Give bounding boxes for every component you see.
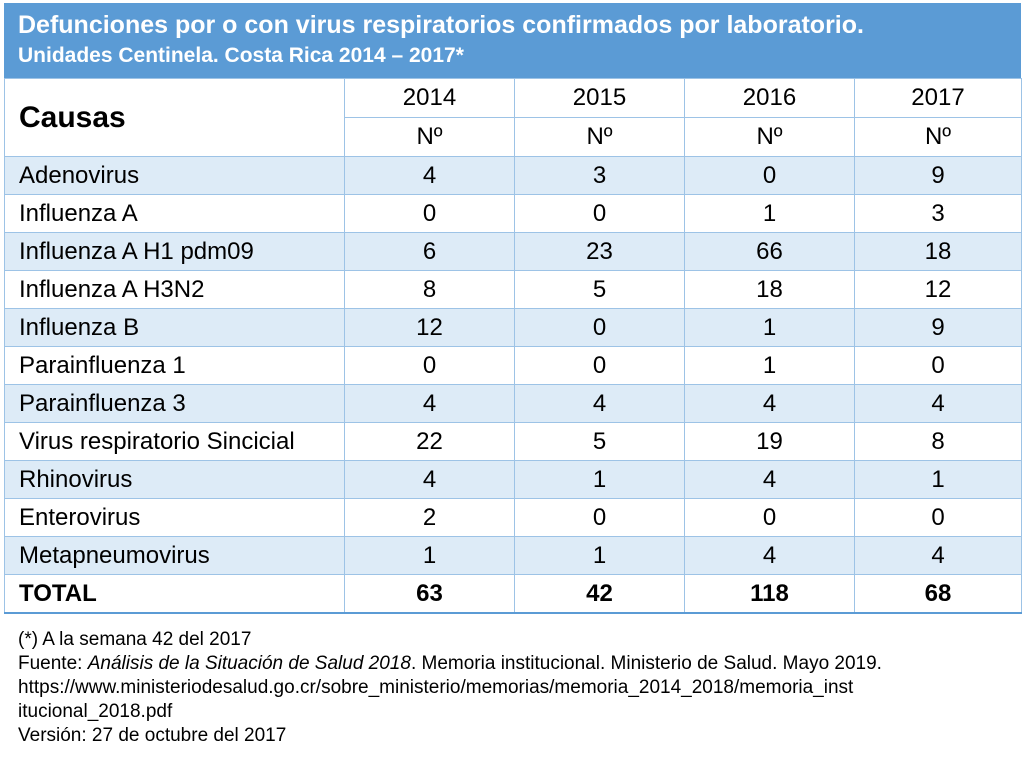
source-title: Análisis de la Situación de Salud 2018: [87, 653, 411, 674]
total-value: 42: [514, 574, 685, 614]
value-cell: 22: [344, 422, 515, 461]
total-row: TOTAL 63 42 118 68: [4, 574, 1022, 614]
value-cell: 3: [854, 194, 1022, 233]
total-value: 63: [344, 574, 515, 614]
cause-cell: Rhinovirus: [4, 460, 345, 499]
value-cell: 66: [684, 232, 855, 271]
table-row: Virus respiratorio Sincicial 22 5 19 8: [4, 422, 1022, 461]
title-line-1: Defunciones por o con virus respiratorio…: [18, 11, 864, 39]
year-header: 2014: [344, 78, 515, 118]
value-cell: 1: [854, 460, 1022, 499]
table-row: Rhinovirus 4 1 4 1: [4, 460, 1022, 499]
cause-cell: Metapneumovirus: [4, 536, 345, 575]
cause-cell: Influenza A: [4, 194, 345, 233]
cause-cell: Adenovirus: [4, 156, 345, 195]
value-cell: 1: [514, 536, 685, 575]
value-cell: 0: [854, 346, 1022, 385]
value-cell: 5: [514, 422, 685, 461]
value-cell: 0: [344, 194, 515, 233]
value-cell: 1: [684, 308, 855, 347]
value-cell: 0: [514, 194, 685, 233]
cause-cell: Virus respiratorio Sincicial: [4, 422, 345, 461]
value-cell: 8: [344, 270, 515, 309]
value-cell: 0: [514, 308, 685, 347]
table-row: Influenza A H1 pdm09 6 23 66 18: [4, 232, 1022, 271]
value-cell: 4: [684, 536, 855, 575]
value-cell: 4: [684, 384, 855, 423]
header-row-years: Causas 2014 2015 2016 2017: [4, 78, 1022, 157]
value-cell: 0: [514, 346, 685, 385]
value-cell: 0: [854, 498, 1022, 537]
value-cell: 4: [854, 536, 1022, 575]
value-cell: 2: [344, 498, 515, 537]
footnote: (*) A la semana 42 del 2017: [18, 629, 252, 650]
value-cell: 3: [514, 156, 685, 195]
value-cell: 12: [854, 270, 1022, 309]
table-row: Enterovirus 2 0 0 0: [4, 498, 1022, 537]
source-prefix: Fuente:: [18, 653, 88, 674]
title-line-2: Unidades Centinela. Costa Rica 2014 – 20…: [18, 44, 464, 67]
value-cell: 4: [854, 384, 1022, 423]
value-cell: 18: [854, 232, 1022, 271]
year-header: 2017: [854, 78, 1022, 118]
value-cell: 1: [514, 460, 685, 499]
cause-cell: Parainfluenza 3: [4, 384, 345, 423]
value-cell: 18: [684, 270, 855, 309]
value-cell: 4: [344, 460, 515, 499]
year-header: 2015: [514, 78, 685, 118]
total-value: 68: [854, 574, 1022, 614]
cause-cell: Enterovirus: [4, 498, 345, 537]
value-cell: 12: [344, 308, 515, 347]
table-row: Adenovirus 4 3 0 9: [4, 156, 1022, 195]
value-cell: 4: [344, 384, 515, 423]
value-cell: 8: [854, 422, 1022, 461]
value-cell: 1: [344, 536, 515, 575]
year-header: 2016: [684, 78, 855, 118]
total-label: TOTAL: [4, 574, 345, 614]
value-cell: 0: [514, 498, 685, 537]
value-cell: 1: [684, 346, 855, 385]
value-cell: 0: [684, 156, 855, 195]
unit-header: Nº: [344, 117, 515, 157]
source-url-line-2: itucional_2018.pdf: [18, 701, 173, 722]
cause-cell: Influenza B: [4, 308, 345, 347]
table-row: Metapneumovirus 1 1 4 4: [4, 536, 1022, 575]
unit-header: Nº: [684, 117, 855, 157]
deaths-table: Causas 2014 2015 2016 2017 Nº Nº Nº Nº A…: [4, 78, 1022, 614]
cause-cell: Influenza A H1 pdm09: [4, 232, 345, 271]
value-cell: 4: [344, 156, 515, 195]
total-value: 118: [684, 574, 855, 614]
cause-cell: Parainfluenza 1: [4, 346, 345, 385]
value-cell: 5: [514, 270, 685, 309]
value-cell: 9: [854, 308, 1022, 347]
title-bar: Defunciones por o con virus respiratorio…: [4, 3, 1021, 78]
source-line: Fuente: Análisis de la Situación de Salu…: [18, 652, 1018, 676]
value-cell: 0: [344, 346, 515, 385]
table-row: Influenza B 12 0 1 9: [4, 308, 1022, 347]
causas-header: Causas: [4, 78, 345, 157]
notes: (*) A la semana 42 del 2017 Fuente: Anál…: [18, 628, 1018, 748]
unit-header: Nº: [854, 117, 1022, 157]
cause-cell: Influenza A H3N2: [4, 270, 345, 309]
value-cell: 4: [514, 384, 685, 423]
value-cell: 23: [514, 232, 685, 271]
table-row: Influenza A H3N2 8 5 18 12: [4, 270, 1022, 309]
value-cell: 6: [344, 232, 515, 271]
value-cell: 0: [684, 498, 855, 537]
version-line: Versión: 27 de octubre del 2017: [18, 725, 287, 746]
value-cell: 1: [684, 194, 855, 233]
value-cell: 19: [684, 422, 855, 461]
source-url-line-1: https://www.ministeriodesalud.go.cr/sobr…: [18, 677, 854, 698]
value-cell: 4: [684, 460, 855, 499]
source-rest: . Memoria institucional. Ministerio de S…: [410, 653, 882, 674]
unit-header: Nº: [514, 117, 685, 157]
value-cell: 9: [854, 156, 1022, 195]
